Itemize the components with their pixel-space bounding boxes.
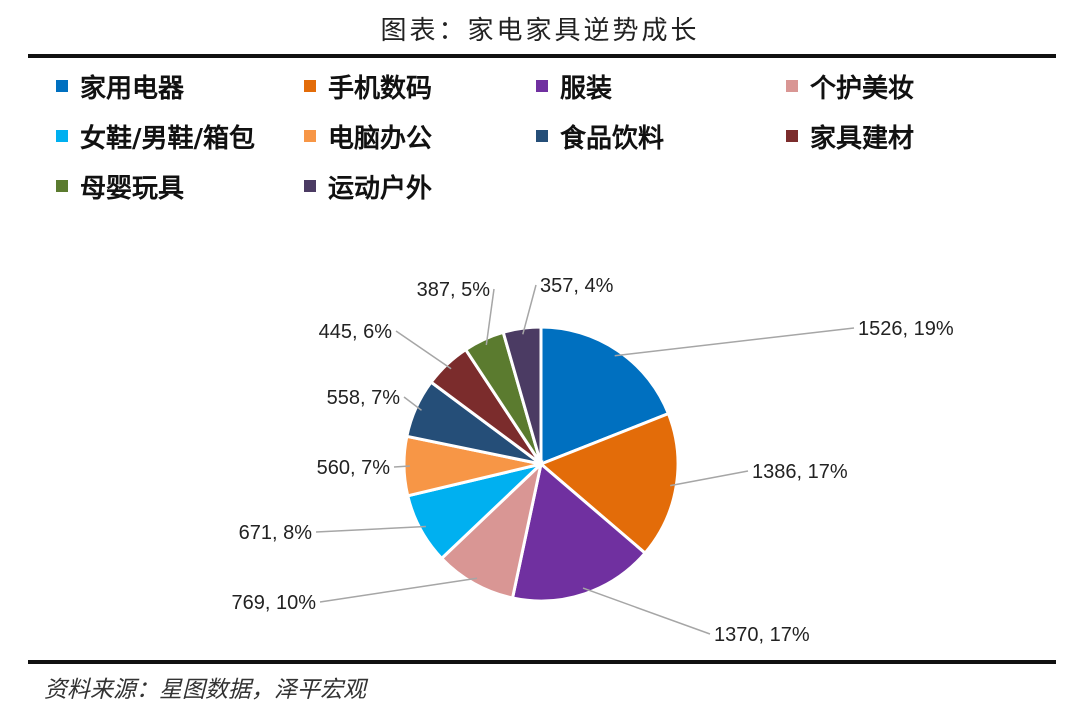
legend-item: 运动户外 (304, 166, 432, 206)
data-label: 1526, 19% (858, 318, 954, 340)
legend-swatch (56, 130, 68, 142)
legend-item: 服装 (536, 66, 612, 106)
legend-swatch (786, 80, 798, 92)
chart-title: 图表：家电家具逆势成长 (380, 16, 700, 46)
data-label: 357, 4% (540, 275, 614, 297)
data-label: 558, 7% (327, 387, 401, 409)
leader-line (582, 587, 711, 635)
pie-slice (439, 459, 544, 600)
top-rule (28, 54, 1056, 58)
pie-slice (538, 411, 680, 556)
legend-swatch (536, 130, 548, 142)
legend-swatch (304, 180, 316, 192)
legend-item: 电脑办公 (304, 116, 432, 156)
pie-slice (501, 325, 543, 465)
data-label: 1370, 17% (714, 624, 810, 646)
legend-label: 家具建材 (810, 123, 915, 154)
data-label: 671, 8% (239, 522, 313, 544)
leader-line (614, 327, 855, 357)
bottom-rule (28, 660, 1056, 664)
legend-label: 母婴玩具 (80, 173, 185, 204)
legend-label: 个护美妆 (810, 73, 915, 104)
legend-label: 女鞋/男鞋/箱包 (80, 123, 255, 154)
leader-line (395, 330, 452, 370)
legend-swatch (536, 80, 548, 92)
legend-swatch (304, 130, 316, 142)
legend-label: 运动户外 (328, 173, 433, 204)
legend-item: 家具建材 (786, 116, 914, 156)
legend-swatch (304, 80, 316, 92)
data-label: 387, 5% (417, 279, 491, 301)
legend-item: 女鞋/男鞋/箱包 (56, 116, 255, 156)
source-note: 资料来源：星图数据，泽平宏观 (44, 677, 366, 703)
legend-item: 家用电器 (56, 66, 184, 106)
legend-item: 食品饮料 (536, 116, 664, 156)
legend-label: 家用电器 (80, 73, 185, 104)
pie-slice (539, 325, 671, 467)
legend-label: 手机数码 (328, 73, 433, 104)
pie-slice (510, 461, 648, 603)
legend-swatch (56, 180, 68, 192)
legend-label: 食品饮料 (560, 123, 665, 154)
data-label: 1386, 17% (752, 461, 848, 483)
legend-label: 服装 (560, 73, 613, 104)
leader-line (393, 465, 411, 468)
leader-line (485, 288, 495, 346)
data-label: 445, 6% (319, 321, 393, 343)
leader-line (403, 396, 422, 411)
legend-item: 手机数码 (304, 66, 432, 106)
legend-swatch (786, 130, 798, 142)
legend-label: 电脑办公 (328, 123, 433, 154)
legend-item: 母婴玩具 (56, 166, 184, 206)
leader-line (319, 577, 478, 603)
leader-line (315, 525, 426, 533)
leader-line (670, 470, 749, 487)
data-label: 560, 7% (317, 457, 391, 479)
legend-item: 个护美妆 (786, 66, 914, 106)
legend-swatch (56, 80, 68, 92)
data-label: 769, 10% (231, 592, 316, 614)
leader-line (522, 284, 537, 335)
